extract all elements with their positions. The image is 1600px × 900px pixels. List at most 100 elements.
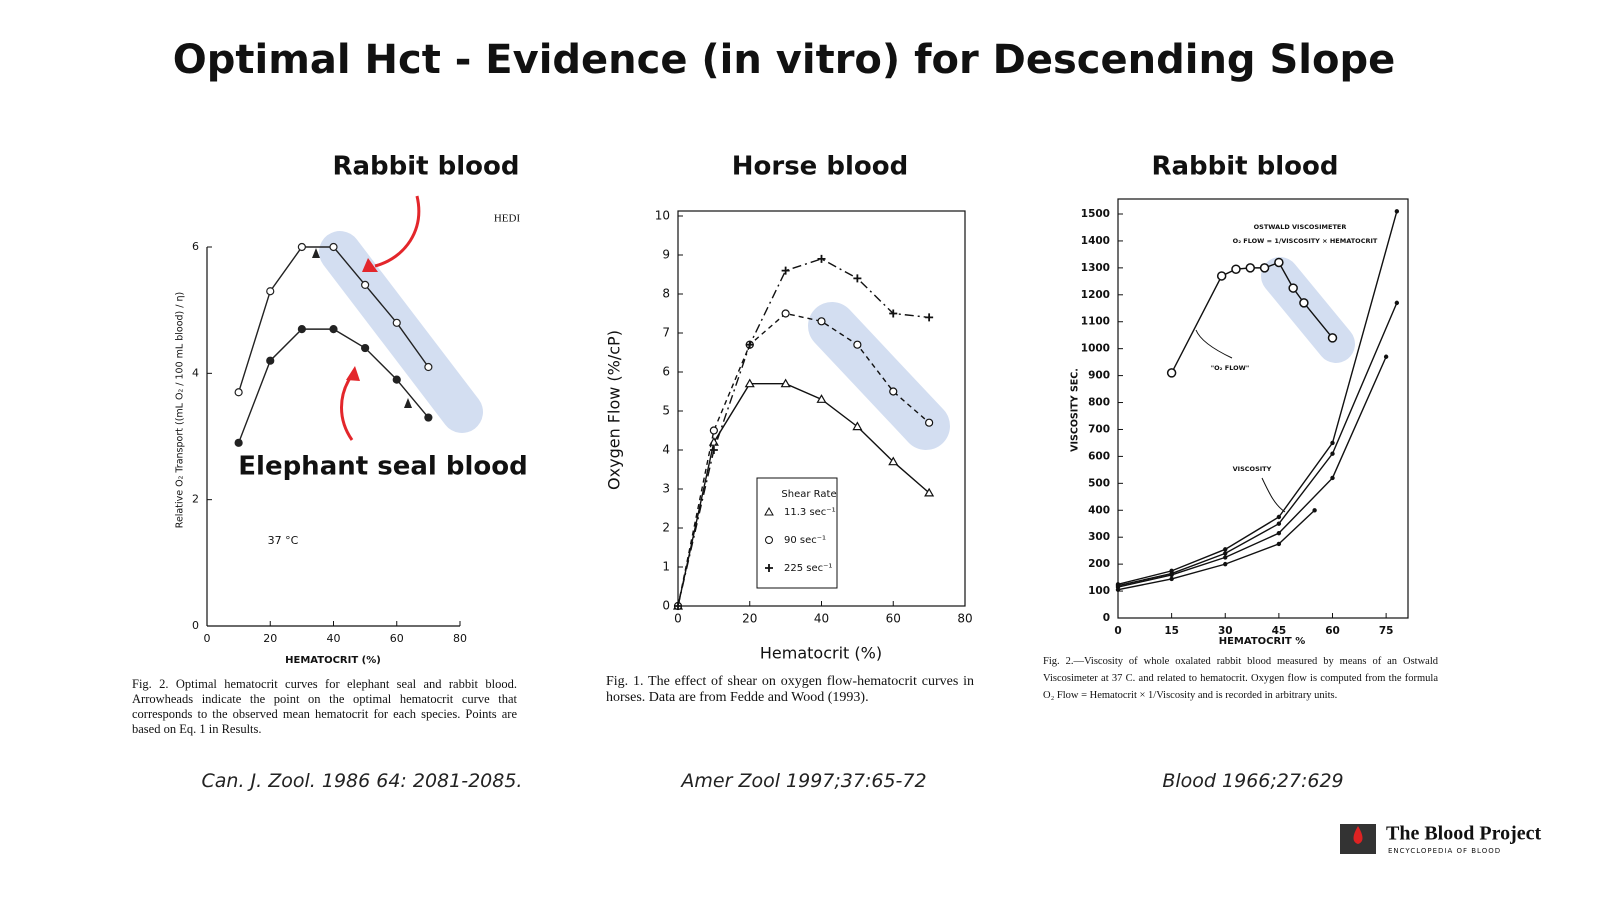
highlight-band [1261,257,1355,363]
point [852,421,863,431]
y-tick-label: 500 [1088,477,1110,489]
caption: Fig. 2. Optimal hematocrit curves for el… [132,677,517,736]
x-tick-label: 80 [957,612,972,626]
legend-symbol [764,506,774,516]
point [817,317,826,326]
point [392,375,401,384]
plot-frame [1117,198,1409,619]
point [297,325,306,334]
y-tick-label: 1 [662,560,670,574]
x-tick-label: 60 [390,632,404,645]
series-line [1117,302,1398,587]
arrow [340,374,354,441]
x-tick-label: 60 [1325,625,1340,637]
arrowhead [346,366,360,381]
arrowhead [362,258,378,272]
point [853,274,862,283]
logo-tagline: ENCYCLOPEDIA OF BLOOD [1388,847,1501,855]
annotation: VISCOSITY [1233,465,1272,473]
x-tick-label: 15 [1164,625,1179,637]
point [1330,451,1335,456]
y-tick-label: 4 [192,366,199,379]
point [1231,264,1241,274]
slide-title: Optimal Hct - Evidence (in vitro) for De… [173,37,1396,83]
point [1216,271,1227,281]
point [1223,551,1228,556]
series-line [1117,211,1398,586]
series-line [677,258,930,607]
pointer [1261,477,1286,513]
y-tick-label: 0 [662,599,670,613]
y-tick-label: 900 [1088,370,1110,382]
point [424,362,433,372]
y-tick-label: 300 [1088,531,1110,543]
chart-heading: Horse blood [732,152,908,182]
x-axis-label: HEMATOCRIT % [1219,636,1306,647]
x-tick-label: 80 [453,632,467,645]
point [1166,368,1177,378]
y-tick-label: 700 [1088,423,1110,435]
point [924,487,935,497]
point [1274,257,1284,268]
point [1276,541,1282,547]
point [1299,298,1309,308]
annotation: O₂ FLOW = 1/VISCOSITY × HEMATOCRIT [1233,237,1378,245]
point [329,325,338,334]
point [392,318,401,327]
y-tick-label: 10 [655,209,670,223]
legend-box [756,477,838,589]
y-tick-label: 800 [1088,397,1110,409]
point [925,418,934,427]
annotation: OSTWALD VISCOSIMETER [1254,223,1347,231]
legend-symbol [765,564,773,572]
point [234,438,243,447]
highlight-band [808,302,950,450]
source: Blood 1966;27:629 [1162,770,1344,792]
logo-drop [1353,826,1363,844]
point [745,340,754,349]
y-tick-label: 8 [662,287,670,301]
y-tick-label: 1200 [1081,289,1110,301]
y-tick-label: 400 [1088,504,1110,516]
source: Amer Zool 1997;37:65-72 [681,770,927,792]
y-tick-label: 9 [662,248,670,262]
y-tick-label: 5 [662,404,670,418]
y-tick-label: 4 [662,443,670,457]
y-tick-label: 0 [1103,612,1110,624]
legend-title: Shear Rate [781,489,836,500]
point [781,309,790,318]
x-tick-label: 0 [204,632,211,645]
point [297,242,306,252]
y-axis-label: VISCOSITY SEC. [1070,368,1081,452]
point [889,309,898,318]
point [329,242,338,252]
y-tick-label: 100 [1088,585,1110,597]
x-tick-label: 20 [263,632,277,645]
point [1223,561,1228,567]
point [1330,440,1335,446]
point [817,254,826,263]
y-tick-label: 1400 [1081,235,1110,247]
point [1394,300,1400,306]
x-tick-label: 40 [327,632,341,645]
x-tick-label: 20 [742,612,757,626]
annotation: "O₂ FLOW" [1211,364,1249,372]
point [709,446,718,454]
chart-heading: Rabbit blood [332,152,519,182]
x-tick-label: 0 [674,612,682,626]
point [1259,263,1270,273]
y-tick-label: 1100 [1081,316,1110,328]
y-tick-label: 6 [192,240,199,253]
highlights [319,231,1355,450]
x-tick-label: 40 [814,612,829,626]
point [1288,283,1298,293]
x-tick-label: 0 [1114,625,1121,637]
y-tick-label: 1000 [1081,343,1110,355]
point [1327,333,1338,343]
point [674,602,682,610]
point [1223,555,1228,560]
point [1223,547,1228,552]
point [1394,209,1400,214]
y-tick-label: 1300 [1081,262,1110,274]
